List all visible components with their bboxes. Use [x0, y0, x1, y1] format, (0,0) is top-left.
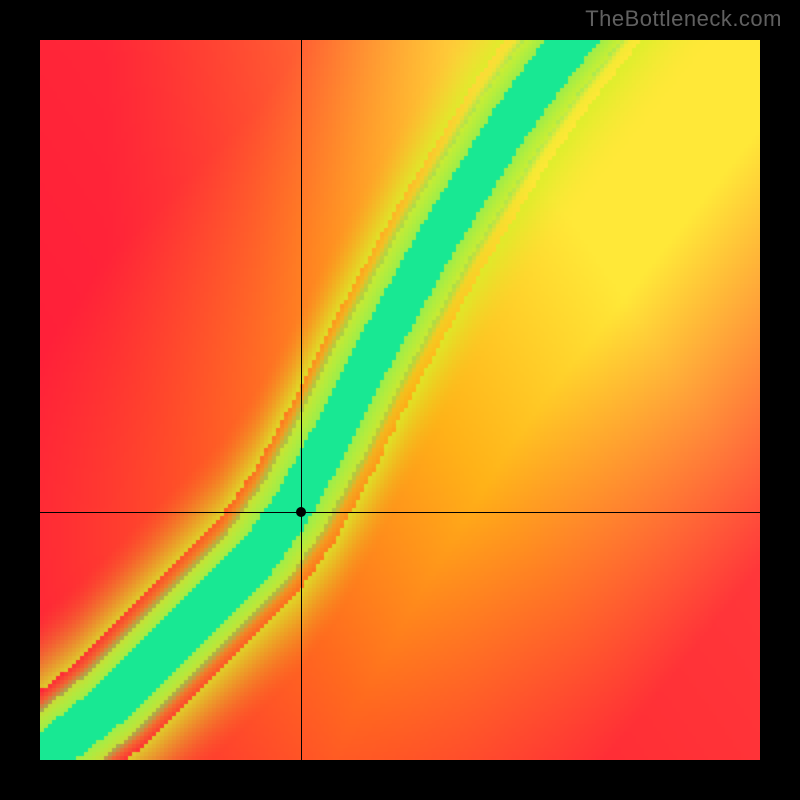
figure-root: TheBottleneck.com — [0, 0, 800, 800]
plot-area — [40, 40, 760, 760]
crosshair-marker — [296, 507, 306, 517]
crosshair-horizontal — [40, 512, 760, 513]
crosshair-vertical — [301, 40, 302, 760]
heatmap-canvas — [40, 40, 760, 760]
watermark-text: TheBottleneck.com — [585, 6, 782, 32]
